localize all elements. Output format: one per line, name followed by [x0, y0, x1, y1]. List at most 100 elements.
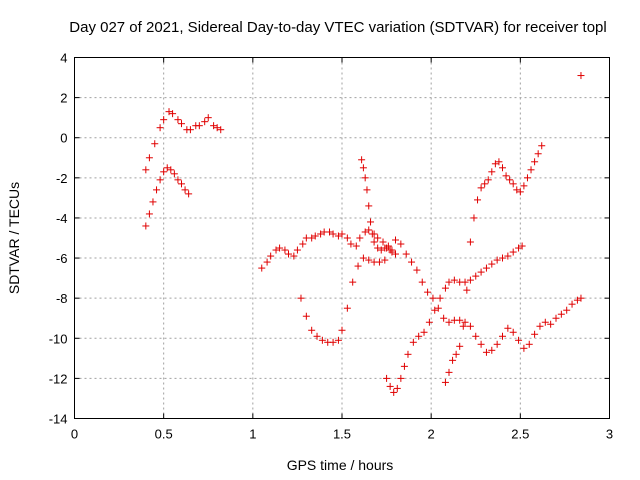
y-tick-label: 0: [60, 131, 67, 146]
data-point-d: [402, 250, 410, 258]
data-point-a: [151, 140, 159, 148]
data-point-c: [263, 258, 271, 266]
data-point-g: [445, 368, 453, 376]
data-point-g: [534, 150, 542, 158]
tick-labels: 0 0.5 1 1.5 2 2.5 3 4 2 0 -2 -4 -6 -8 -10 -12 -14: [49, 51, 613, 442]
data-point-d: [413, 266, 421, 274]
data-point-f: [431, 306, 439, 314]
data-point-d: [424, 288, 432, 296]
y-tick-label: -4: [56, 211, 68, 226]
data-point-b: [167, 166, 175, 174]
data-point-c: [311, 232, 319, 240]
data-point-c: [293, 246, 301, 254]
data-point-c: [379, 238, 387, 246]
data-point-g: [463, 286, 471, 294]
data-point-e: [368, 230, 376, 238]
data-point-a: [160, 116, 168, 124]
data-point-b: [185, 190, 193, 198]
y-tick-label: 2: [60, 91, 67, 106]
data-point-f: [404, 350, 412, 358]
data-point-g: [520, 182, 528, 190]
data-point-c: [290, 252, 298, 260]
data-point-b: [160, 168, 168, 176]
data-point-g: [527, 166, 535, 174]
data-point-d: [429, 294, 437, 302]
x-axis-label: GPS time / hours: [287, 457, 394, 473]
data-point-d: [308, 326, 316, 334]
data-point-a: [178, 120, 185, 128]
data-point-g: [523, 174, 531, 182]
data-point-d: [515, 336, 523, 344]
y-axis-label: SDTVAR / TECUs: [6, 182, 22, 294]
data-point-g: [513, 186, 521, 194]
data-point-c: [365, 226, 373, 234]
data-point-d: [472, 332, 480, 340]
y-tick-label: -14: [49, 412, 68, 427]
data-point-g: [459, 322, 467, 330]
data-point-b: [178, 180, 185, 188]
data-point-e: [363, 186, 371, 194]
x-tick-label: 2.5: [511, 427, 529, 442]
data-point-d: [359, 254, 367, 262]
data-point-c: [267, 252, 275, 260]
data-point-c: [285, 250, 292, 258]
data-point-a: [213, 124, 221, 132]
data-point-a: [204, 114, 212, 122]
data-point-g: [477, 184, 485, 192]
data-point-c: [352, 242, 360, 250]
data-point-g: [456, 342, 464, 350]
data-point-d: [509, 328, 517, 336]
data-point-d: [552, 314, 560, 322]
data-point-d: [440, 314, 448, 322]
x-tick-label: 1: [249, 427, 256, 442]
data-point-e: [377, 246, 385, 254]
data-point-c: [356, 234, 364, 242]
data-point-e: [365, 202, 373, 210]
data-point-b: [142, 222, 150, 230]
data-point-g: [506, 176, 514, 184]
data-point-f: [477, 268, 485, 276]
data-point-f: [493, 256, 501, 264]
data-point-b: [181, 186, 189, 194]
data-point-d: [568, 300, 576, 308]
data-point-g: [516, 188, 524, 196]
data-point-e: [388, 246, 396, 254]
data-point-b: [174, 176, 182, 184]
data-point-f: [450, 276, 458, 284]
data-point-c: [317, 230, 325, 238]
data-point-f: [445, 278, 453, 286]
data-point-g: [488, 168, 496, 176]
data-point-e: [361, 174, 369, 182]
data-point-c: [299, 240, 307, 248]
data-point-a: [165, 108, 173, 116]
data-point-h: [577, 72, 585, 80]
data-point-d: [547, 320, 555, 328]
x-tick-label: 0: [71, 427, 78, 442]
data-point-d: [520, 344, 528, 352]
data-point-e: [359, 164, 367, 172]
data-point-f: [518, 242, 526, 250]
data-point-d: [375, 258, 383, 266]
data-point-d: [418, 278, 426, 286]
data-point-b: [156, 176, 164, 184]
data-point-f: [461, 278, 469, 286]
data-point-d: [318, 336, 326, 344]
data-point-f: [515, 244, 523, 252]
data-point-c: [347, 240, 355, 248]
data-point-f: [420, 328, 428, 336]
data-point-a: [142, 166, 150, 174]
data-point-d: [541, 318, 549, 326]
data-point-a: [145, 154, 153, 162]
data-point-c: [334, 232, 342, 240]
data-point-g: [484, 176, 492, 184]
x-tick-label: 3: [606, 427, 613, 442]
data-point-g: [470, 214, 478, 222]
data-point-e: [358, 156, 366, 164]
data-point-g: [466, 238, 474, 246]
x-tick-label: 2: [428, 427, 435, 442]
data-point-a: [174, 116, 182, 124]
data-point-d: [466, 322, 474, 330]
y-tick-label: -12: [49, 371, 68, 386]
data-point-f: [393, 384, 401, 392]
